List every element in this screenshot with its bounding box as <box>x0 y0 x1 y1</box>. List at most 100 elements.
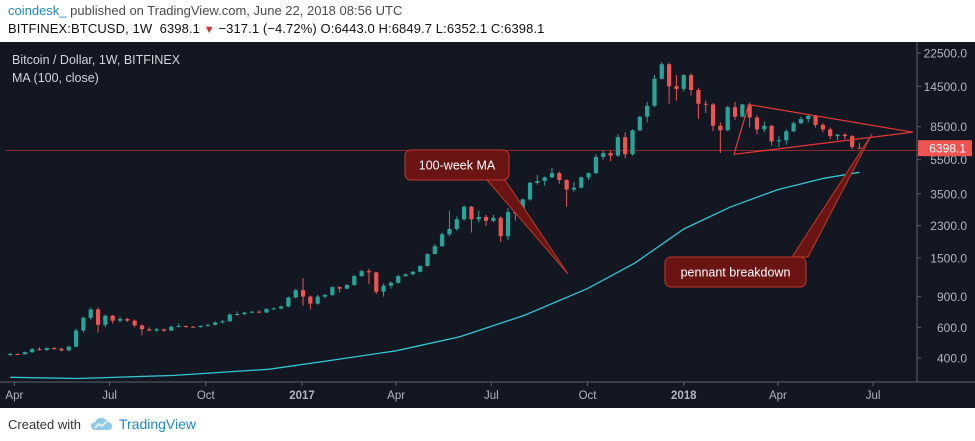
ma-annotation-text: 100-week MA <box>419 159 496 173</box>
candle-body <box>161 329 167 331</box>
candle-body <box>762 125 767 130</box>
y-tick-label: 600.0 <box>937 321 967 335</box>
candle-body <box>103 315 108 325</box>
candle-body <box>732 107 738 117</box>
pennant-annotation-text: pennant breakdown <box>681 266 791 280</box>
candle-body <box>308 296 313 304</box>
candle-body <box>66 346 71 351</box>
candle-body <box>674 86 679 89</box>
candle-body <box>615 137 620 156</box>
candle-body <box>425 254 430 266</box>
candle-body <box>579 177 584 188</box>
candle-body <box>791 123 796 132</box>
candle-body <box>330 287 335 295</box>
candle-body <box>593 156 599 174</box>
candle-body <box>754 117 760 130</box>
candle-body <box>359 271 364 277</box>
candle-body <box>352 276 357 285</box>
tradingview-cloud-icon <box>90 418 112 430</box>
candle-body <box>601 153 606 157</box>
candle-body <box>154 329 159 331</box>
candle-body <box>147 329 152 331</box>
candle-body <box>403 274 408 277</box>
last-price-box <box>918 140 972 157</box>
candle-body <box>835 134 840 137</box>
candle-body <box>242 312 247 315</box>
candle-body <box>850 136 855 147</box>
candle-body <box>205 324 210 326</box>
ma-100-line <box>10 171 860 380</box>
candle-body <box>806 115 811 120</box>
candle-body <box>440 234 445 247</box>
candle-body <box>498 217 503 237</box>
pennant-annotation-box <box>664 256 807 288</box>
candle-body <box>681 75 686 89</box>
candle-body <box>257 311 262 313</box>
candle-body <box>828 129 833 137</box>
publisher-link[interactable]: coindesk_ <box>8 3 67 18</box>
created-with-text: Created with <box>8 416 81 432</box>
y-tick-label: 1500.0 <box>930 251 967 265</box>
candle-body <box>630 130 635 155</box>
candle-body <box>542 177 547 181</box>
candle-body <box>776 140 782 142</box>
x-tick-label: Jul <box>866 390 881 402</box>
candle-body <box>571 187 577 190</box>
candle-body <box>462 206 467 220</box>
candle-body <box>784 131 789 141</box>
candle-body <box>110 315 115 321</box>
candle-body <box>740 104 745 117</box>
candle-body <box>293 290 298 298</box>
candle-body <box>30 349 35 353</box>
candle-body <box>483 216 489 221</box>
candle-body <box>286 297 291 307</box>
chart-title: Bitcoin / Dollar, 1W, BITFINEX <box>12 53 181 67</box>
candle-body <box>432 246 437 255</box>
candle-body <box>278 306 284 309</box>
tradingview-link[interactable]: TradingView <box>118 416 197 432</box>
candle-body <box>703 103 708 105</box>
y-tick-label: 14500.0 <box>924 80 968 94</box>
candle-body <box>454 219 459 229</box>
candle-body <box>535 180 540 183</box>
candle-body <box>198 325 203 328</box>
candle-body <box>549 173 555 178</box>
pennant-triangle <box>733 103 913 156</box>
candle-body <box>59 348 64 351</box>
candle-body <box>637 116 642 131</box>
candle-body <box>491 217 496 221</box>
candle-body <box>667 64 672 87</box>
candle-body <box>557 173 562 181</box>
y-tick-label: 8500.0 <box>930 120 967 134</box>
candle-body <box>586 173 591 178</box>
candle-body <box>264 308 269 313</box>
chart-area[interactable]: 100-week MA pennant breakdown 400.0 600.0 9… <box>0 42 975 408</box>
candle-body <box>396 276 401 283</box>
candle-body <box>469 206 474 220</box>
candle-body <box>271 308 276 310</box>
candle-body <box>176 326 181 328</box>
last-price: 6398.1 <box>159 21 201 36</box>
candle-body <box>447 228 452 235</box>
y-tick-label: 400.0 <box>937 352 967 366</box>
candle-body <box>213 322 218 325</box>
candle-body <box>191 326 196 328</box>
candle-body <box>15 353 20 355</box>
x-tick-label: Oct <box>197 390 216 402</box>
candle-body <box>725 107 730 131</box>
price-chart[interactable]: 100-week MA pennant breakdown 400.0 600.0 9… <box>0 42 975 408</box>
candle-body <box>696 89 701 104</box>
candle-body <box>381 285 386 292</box>
x-tick-label: Oct <box>579 390 598 402</box>
x-tick-label: Apr <box>387 390 405 402</box>
x-tick-label: Jul <box>484 390 499 402</box>
candle-body <box>139 325 145 330</box>
candle-body <box>227 314 232 322</box>
candle-body <box>95 309 101 325</box>
y-tick-label: 3500.0 <box>930 187 967 201</box>
candle-body <box>813 115 818 125</box>
candle-body <box>608 153 613 156</box>
candle-body <box>132 320 137 326</box>
candle-body <box>73 330 79 347</box>
candle-body <box>623 137 628 155</box>
